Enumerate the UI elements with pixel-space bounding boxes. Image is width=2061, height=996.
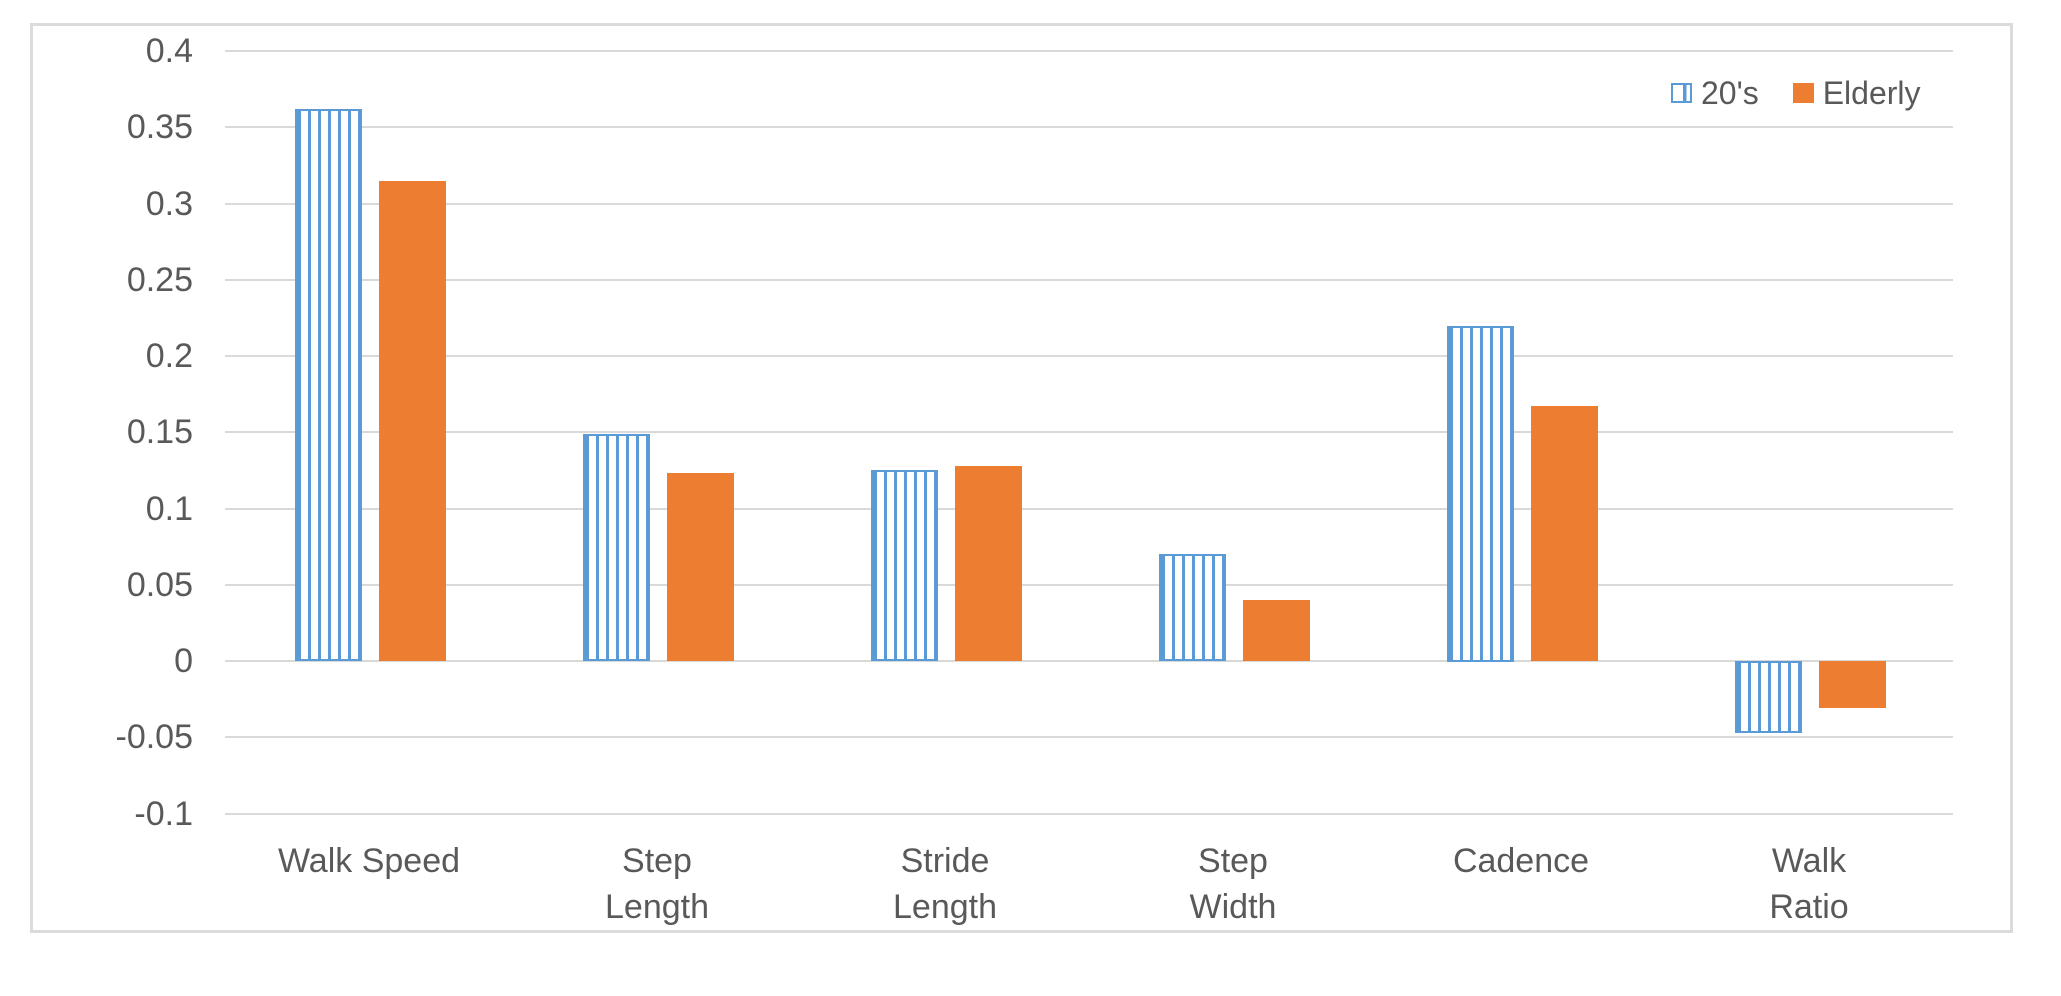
y-tick-label: 0.05	[126, 565, 193, 604]
y-tick-label: 0.4	[145, 32, 193, 70]
y-tick-label: 0.15	[126, 413, 193, 452]
y-tick-label: 0.1	[145, 489, 193, 528]
x-category-label-walk-speed: Walk Speed	[277, 842, 461, 880]
x-category-label-cadence: Cadence	[1452, 842, 1590, 880]
legend-label: Elderly	[1822, 75, 1921, 111]
y-tick-label: 0.2	[145, 337, 193, 375]
x-category-label-step-width: Step Width	[1189, 842, 1277, 926]
gridline	[225, 355, 1953, 357]
gridline	[225, 431, 1953, 434]
bar-elderly-stride-length	[954, 466, 1022, 661]
gridline	[225, 202, 1953, 205]
gridline	[225, 278, 1953, 281]
gridline	[225, 660, 1953, 662]
legend: 20's Elderly	[1671, 76, 1921, 110]
legend-label: 20's	[1701, 75, 1759, 111]
y-tick-label: -0.1	[134, 794, 193, 833]
x-category-label-step-length: Step Length	[605, 842, 709, 926]
gridline	[225, 583, 1953, 586]
x-category-label-stride-length: Stride Length	[893, 842, 997, 926]
gridline	[225, 507, 1953, 510]
bar-20s-step-width	[1158, 554, 1226, 661]
bar-elderly-step-width	[1242, 600, 1310, 661]
plot-frame: 0.4 0.35 0.3 0.25 0.2 0.15 0.1 0.05 0 -0.05 -0.1 W…	[30, 23, 2013, 933]
legend-swatch-striped-icon	[1671, 83, 1692, 103]
y-tick-label: -0.05	[115, 718, 194, 757]
y-tick-label: 0.25	[126, 260, 193, 299]
bar-20s-walk-speed	[294, 109, 362, 661]
y-tick-label: 0.3	[145, 184, 193, 223]
x-category-label-walk-ratio: Walk Ratio	[1769, 842, 1849, 926]
gridline	[225, 812, 1953, 815]
y-tick-label: 0	[174, 642, 193, 680]
legend-item-elderly: Elderly	[1792, 75, 1921, 111]
bar-elderly-walk-speed	[378, 181, 446, 661]
bar-elderly-step-length	[666, 473, 734, 661]
gridline	[225, 126, 1953, 129]
bar-elderly-cadence	[1530, 406, 1598, 661]
legend-swatch-solid-icon	[1792, 83, 1814, 103]
gridline	[225, 736, 1953, 739]
y-tick-label: 0.35	[126, 108, 193, 147]
bar-20s-step-length	[582, 434, 650, 661]
bar-20s-walk-ratio	[1734, 661, 1802, 733]
bar-elderly-walk-ratio	[1818, 661, 1886, 708]
legend-item-20s: 20's	[1671, 76, 1759, 110]
bar-20s-stride-length	[870, 470, 938, 661]
bar-20s-cadence	[1446, 326, 1514, 662]
gridline	[225, 50, 1953, 52]
